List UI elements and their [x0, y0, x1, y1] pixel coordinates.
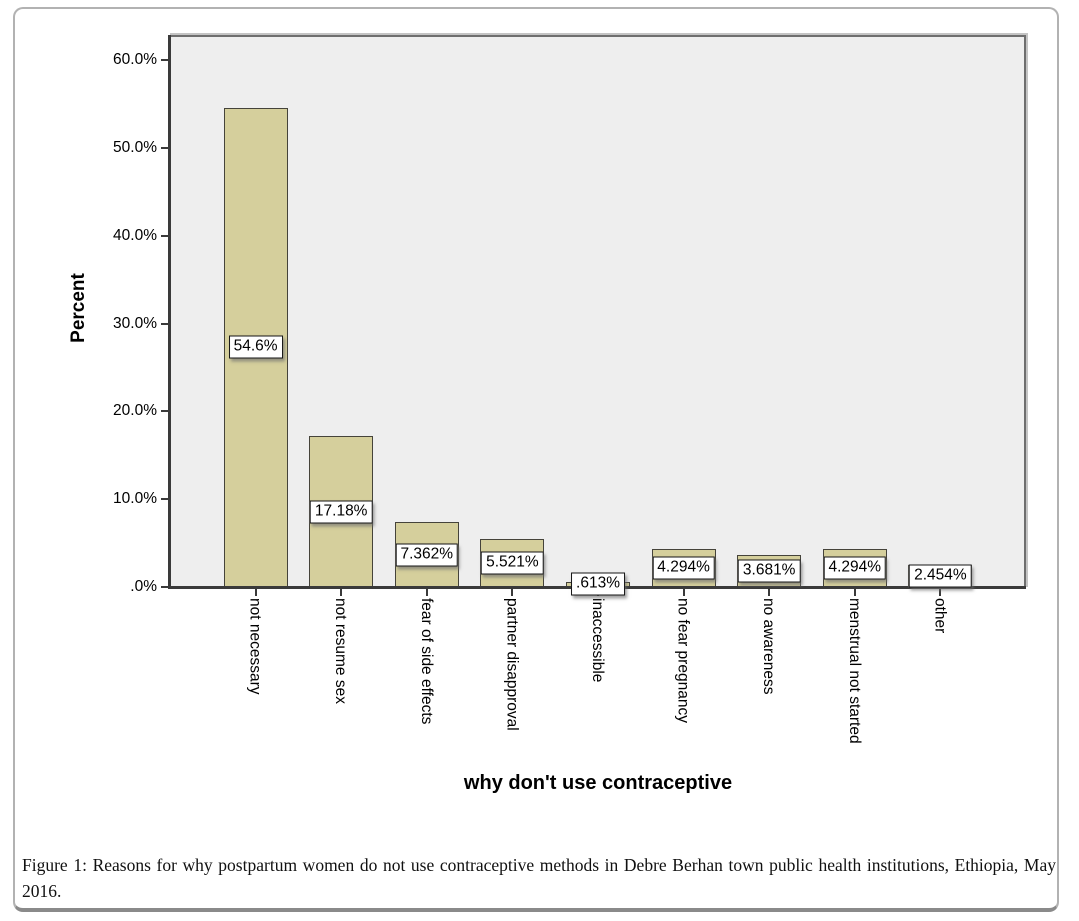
bar-value-label: .613% — [571, 572, 625, 596]
bar-value-label: 2.454% — [909, 564, 972, 588]
category-label: no awareness — [760, 598, 778, 695]
x-axis-tick — [853, 587, 856, 596]
y-axis-tick-label: 50.0% — [113, 139, 157, 157]
bar-value-label: 4.294% — [652, 556, 715, 580]
bar-value-label: 7.362% — [395, 543, 459, 567]
x-axis-tick — [340, 587, 343, 596]
category-label: menstrual not started — [845, 598, 863, 744]
y-axis-tick — [161, 234, 170, 237]
y-axis-tick — [161, 498, 170, 501]
category-label: other — [931, 598, 949, 634]
x-axis-tick — [939, 587, 942, 596]
bar-value-label: 17.18% — [309, 500, 373, 524]
y-axis-tick-label: 20.0% — [113, 402, 157, 420]
x-axis-tick — [425, 587, 428, 596]
y-axis-tick-label: 40.0% — [113, 226, 157, 244]
y-axis-tick-label: 30.0% — [113, 314, 157, 332]
category-label: not necessary — [246, 598, 264, 695]
category-label: no fear pregnancy — [674, 598, 692, 723]
category-label: fear of side effects — [417, 598, 435, 725]
y-axis-tick-label: 60.0% — [113, 51, 157, 69]
x-axis-tick — [254, 587, 257, 596]
bar-value-label: 3.681% — [737, 559, 801, 583]
category-label: partner disapproval — [503, 598, 521, 731]
x-axis-title: why don't use contraceptive — [463, 772, 733, 794]
figure-caption-text: Reasons for why postpartum women do not … — [22, 854, 1056, 901]
x-axis-tick — [682, 587, 685, 596]
y-axis-tick — [161, 410, 170, 413]
plot-area — [170, 35, 1026, 587]
y-axis-line — [168, 35, 171, 587]
figure-caption: Figure 1: Reasons for why postpartum wom… — [22, 852, 1056, 904]
y-axis-tick-label: 10.0% — [113, 490, 157, 508]
y-axis-tick — [161, 147, 170, 150]
category-label: inaccessible — [589, 598, 606, 683]
x-axis-tick — [511, 587, 514, 596]
y-axis-tick — [161, 59, 170, 62]
y-axis-tick — [161, 322, 170, 325]
x-axis-tick — [768, 587, 771, 596]
category-label: not resume sex — [332, 598, 350, 704]
figure-caption-label: Figure 1: — [22, 854, 87, 875]
y-axis-tick — [161, 586, 170, 588]
bar-value-label: 54.6% — [228, 335, 283, 359]
bar-value-label: 5.521% — [481, 551, 544, 575]
y-axis-tick-label: .0% — [130, 578, 157, 595]
bar-value-label: 4.294% — [823, 556, 887, 580]
